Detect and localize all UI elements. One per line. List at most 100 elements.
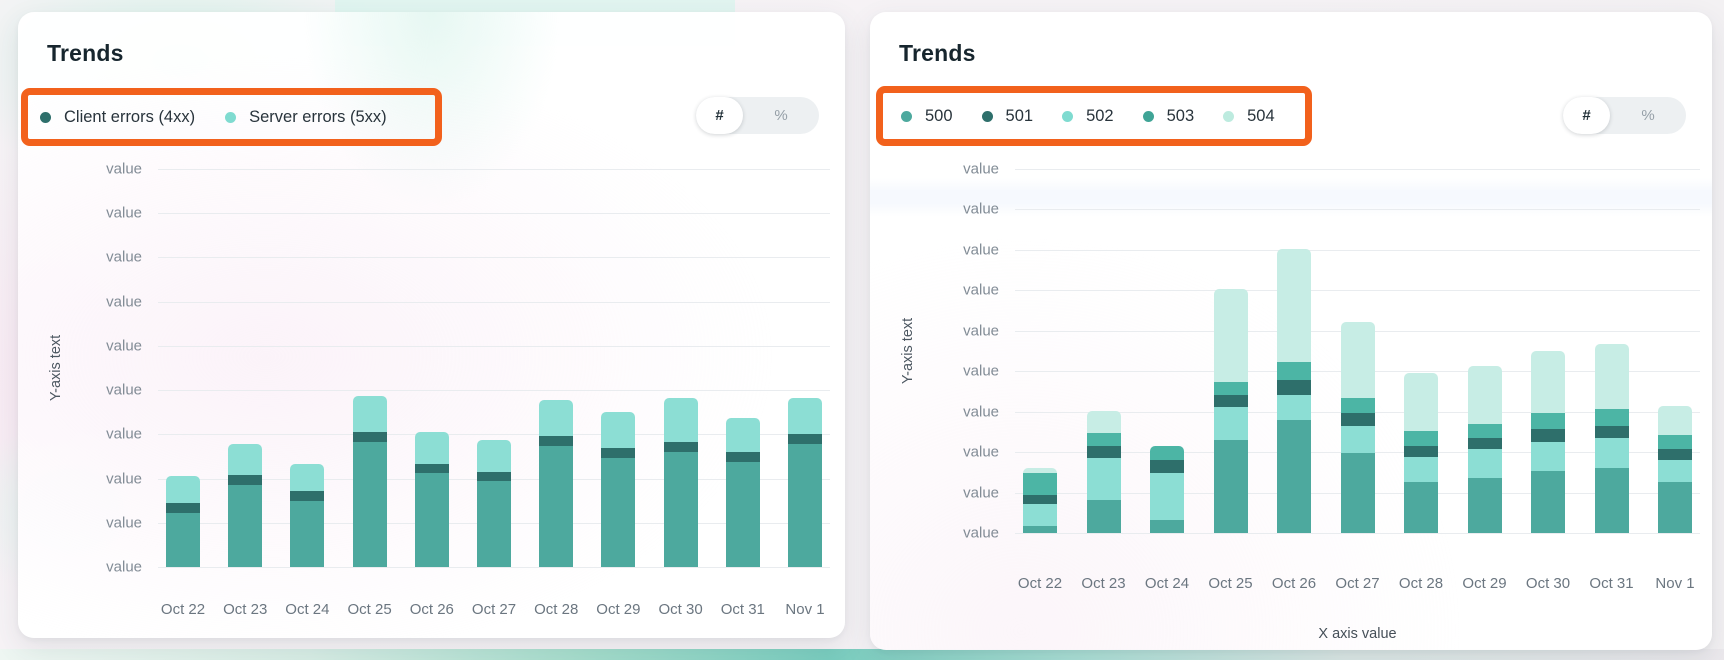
x-tick-label: Oct 26 (1271, 575, 1317, 592)
bar-segment (1213, 407, 1248, 441)
bar-segment (228, 443, 263, 476)
legend-item[interactable]: Server errors (5xx) (225, 108, 387, 127)
toggle-percent-option[interactable]: % (774, 107, 788, 124)
legend-item[interactable]: 503 (1142, 107, 1194, 126)
chart-bar[interactable] (290, 463, 325, 567)
x-tick-label: Oct 25 (347, 601, 392, 618)
chart-bar[interactable] (352, 395, 387, 567)
trends-card-errors-by-code: Trends 500 501 502 503 504 # % Y-axis text X… (870, 12, 1712, 650)
x-tick-label: Oct 22 (1017, 575, 1063, 592)
bar-segment (1023, 467, 1057, 473)
bar-segment (1340, 412, 1375, 426)
y-tick-label: value (963, 200, 999, 218)
bar-segment (1658, 405, 1692, 435)
bottom-gradient-strip (0, 649, 1724, 660)
chart-bar[interactable] (166, 475, 200, 567)
bar-segment (539, 445, 574, 567)
chart-bar[interactable] (1658, 405, 1692, 533)
legend-dot-icon (1062, 110, 1074, 122)
bar-segment (788, 443, 822, 567)
bar-segment (477, 471, 511, 482)
chart-bar[interactable] (228, 443, 263, 567)
y-tick-label: value (106, 248, 142, 266)
gridline (158, 434, 830, 436)
legend-item[interactable]: 500 (901, 107, 953, 126)
bar-segment (1531, 442, 1565, 472)
chart-bar[interactable] (1277, 249, 1311, 533)
bar-segment (539, 435, 574, 446)
bar-segment (663, 397, 698, 442)
x-tick-label: Oct 24 (285, 601, 330, 618)
legend-item[interactable]: 502 (1062, 107, 1114, 126)
gridline (158, 169, 830, 170)
legend-label: 504 (1247, 106, 1275, 125)
bar-segment (1467, 438, 1502, 450)
x-tick-label: Oct 25 (1208, 575, 1253, 592)
bar-segment (1213, 381, 1248, 395)
legend-label: 501 (1005, 106, 1034, 125)
x-tick-label: Oct 28 (534, 601, 579, 618)
chart-bar[interactable] (601, 411, 636, 567)
chart-bar[interactable] (1531, 351, 1565, 533)
bar-segment (1594, 438, 1629, 468)
bar-segment (1340, 398, 1375, 413)
chart-bar[interactable] (1086, 411, 1121, 533)
gridline (158, 213, 830, 215)
toggle-count-option[interactable]: # (1563, 97, 1610, 134)
chart-bar[interactable] (1213, 289, 1248, 533)
legend-annotation-rectangle: Client errors (4xx) Server errors (5xx) (21, 88, 442, 146)
bar-segment (166, 475, 200, 504)
chart-bar[interactable] (1467, 365, 1502, 533)
chart-bar[interactable] (663, 397, 698, 567)
bar-segment (1340, 452, 1375, 533)
y-tick-label: value (106, 293, 142, 311)
bar-segment (1150, 460, 1184, 473)
y-tick-label: value (106, 204, 142, 222)
legend-dot-icon (901, 110, 912, 122)
y-tick-label: value (106, 514, 142, 532)
legend-item[interactable]: 504 (1223, 107, 1275, 126)
x-tick-label: Oct 28 (1398, 575, 1444, 592)
x-axis-title: X axis value (1318, 626, 1397, 642)
bar-segment (1340, 425, 1375, 453)
x-tick-label: Oct 24 (1144, 575, 1190, 592)
count-percent-toggle[interactable]: # % (1563, 97, 1686, 134)
x-tick-label: Oct 23 (1081, 575, 1126, 592)
bar-segment (1023, 503, 1057, 526)
chart-bar[interactable] (788, 397, 822, 567)
legend-dot-icon (981, 110, 993, 122)
bar-segment (1658, 449, 1692, 461)
legend-dot-icon (1142, 110, 1154, 122)
plot-area (158, 169, 830, 568)
bar-segment (725, 451, 760, 462)
legend-label: 502 (1086, 106, 1114, 125)
toggle-count-option[interactable]: # (696, 97, 743, 134)
bar-segment (1150, 472, 1184, 521)
chart-bar[interactable] (1340, 321, 1375, 533)
bar-segment (1213, 394, 1248, 408)
count-percent-toggle[interactable]: # % (696, 97, 819, 134)
chart-bar[interactable] (1023, 467, 1057, 533)
legend-item[interactable]: 501 (981, 106, 1034, 126)
bar-segment (1023, 472, 1057, 495)
legend-dot-icon (1223, 110, 1235, 122)
chart-bar[interactable] (1150, 445, 1184, 533)
toggle-percent-option[interactable]: % (1641, 107, 1655, 124)
bar-segment (1213, 289, 1248, 382)
bar-segment (1658, 434, 1692, 450)
bar-segment (477, 481, 511, 567)
chart-bar[interactable] (477, 439, 511, 567)
bar-segment (601, 447, 636, 458)
chart-bar[interactable] (1594, 343, 1629, 533)
legend-dot-icon (40, 111, 51, 123)
chart-bar[interactable] (539, 399, 574, 567)
legend-item[interactable]: Client errors (4xx) (40, 108, 195, 127)
chart-bar[interactable] (414, 431, 449, 567)
bar-segment (414, 473, 449, 567)
chart-bar[interactable] (725, 417, 760, 567)
chart-bar[interactable] (1404, 372, 1438, 533)
bar-segment (1404, 456, 1438, 483)
bar-segment (1531, 429, 1565, 443)
bar-segment (1150, 520, 1184, 533)
x-tick-label: Oct 27 (1335, 575, 1380, 592)
